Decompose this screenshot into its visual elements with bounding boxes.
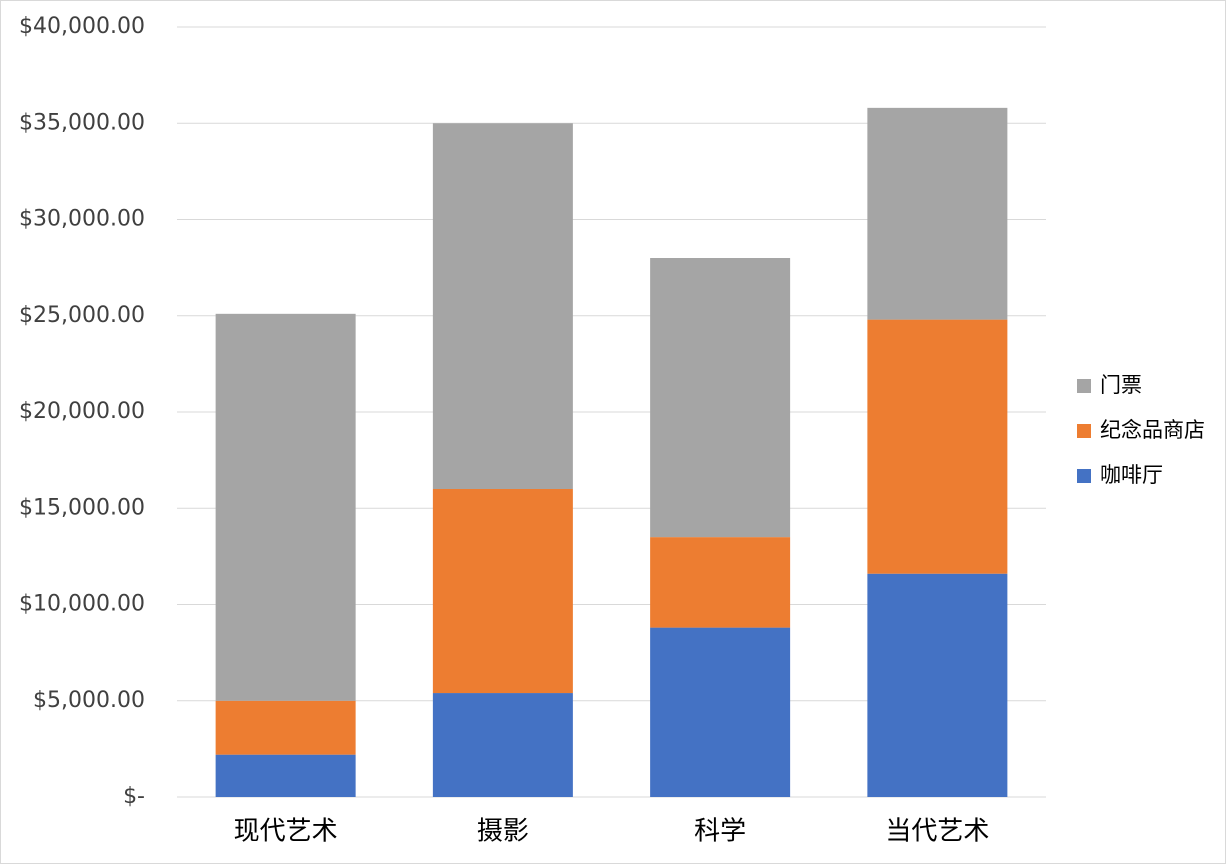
y-tick-label: $30,000.00 xyxy=(19,207,145,232)
bar-segment xyxy=(650,258,791,538)
bar-segment xyxy=(867,107,1008,320)
bar-segment xyxy=(432,123,573,489)
x-tick-label: 摄影 xyxy=(477,817,529,847)
y-tick-label: $5,000.00 xyxy=(33,688,145,713)
legend-swatch xyxy=(1077,424,1091,438)
y-tick-label: $20,000.00 xyxy=(19,399,145,424)
bar-segment xyxy=(650,627,791,797)
x-tick-label: 科学 xyxy=(694,817,746,847)
y-tick-label: $40,000.00 xyxy=(19,14,145,39)
y-tick-label: $10,000.00 xyxy=(19,592,145,617)
bar-segment xyxy=(215,313,356,701)
legend-label: 纪念品商店 xyxy=(1100,418,1205,442)
bar-segment xyxy=(867,319,1008,574)
bar-segment xyxy=(650,537,791,628)
y-tick-label: $15,000.00 xyxy=(19,495,145,520)
y-tick-label: $25,000.00 xyxy=(19,303,145,328)
bar-segment xyxy=(432,693,573,797)
bar-segment xyxy=(215,700,356,755)
bar-segment xyxy=(215,754,356,797)
y-tick-label: $- xyxy=(123,784,145,809)
bar-segment xyxy=(867,573,1008,797)
bar-segment xyxy=(432,489,573,694)
legend-swatch xyxy=(1077,379,1091,393)
x-tick-label: 现代艺术 xyxy=(234,817,338,847)
x-tick-label: 当代艺术 xyxy=(885,817,989,847)
legend-label: 门票 xyxy=(1100,373,1142,397)
legend-swatch xyxy=(1077,469,1091,483)
legend-label: 咖啡厅 xyxy=(1100,463,1163,487)
y-tick-label: $35,000.00 xyxy=(19,110,145,135)
